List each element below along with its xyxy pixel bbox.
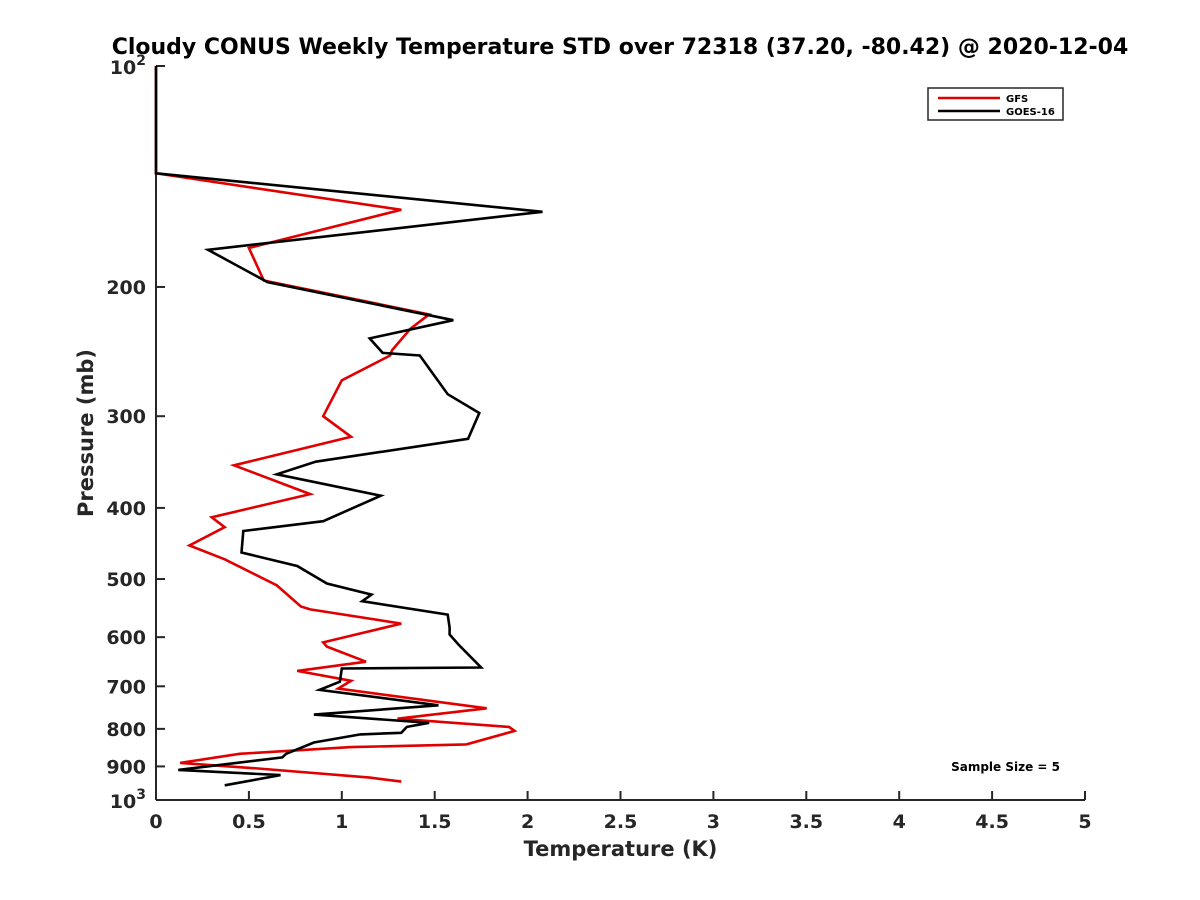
- y-tick-label: 600: [106, 627, 146, 649]
- y-tick-label: 102: [110, 53, 146, 79]
- series-line-goes-16: [154, 66, 543, 787]
- x-tick-label: 3: [707, 811, 720, 833]
- y-tick-label: 300: [106, 406, 146, 428]
- x-tick-label: 1.5: [418, 811, 452, 833]
- y-tick-label: 700: [106, 676, 146, 698]
- legend: GFS GOES-16: [927, 87, 1064, 121]
- y-tick-label: 103: [110, 787, 146, 813]
- x-tick-label: 4: [893, 811, 906, 833]
- y-tick-label: 400: [106, 498, 146, 520]
- legend-label: GFS: [1006, 94, 1028, 105]
- x-tick-label: 4.5: [975, 811, 1009, 833]
- x-tick-label: 2: [521, 811, 534, 833]
- axes: 0 0.5 1 1.5 2 2.5 3 3.5 4 4.5 5 102 200 300 400 500 600 7…: [106, 53, 1091, 833]
- series-line-gfs: [154, 66, 518, 783]
- x-tick-label: 0.5: [232, 811, 266, 833]
- legend-label: GOES-16: [1006, 107, 1055, 118]
- y-tick-label: 500: [106, 569, 146, 591]
- chart-title: Cloudy CONUS Weekly Temperature STD over…: [112, 35, 1129, 60]
- series-lines: [154, 66, 543, 787]
- x-tick-label: 5: [1078, 811, 1091, 833]
- x-tick-label: 3.5: [789, 811, 823, 833]
- y-tick-label: 900: [106, 756, 146, 778]
- x-tick-label: 0: [149, 811, 162, 833]
- y-axis-label: Pressure (mb): [74, 349, 98, 517]
- legend-box: [927, 87, 1064, 121]
- x-tick-label: 2.5: [604, 811, 638, 833]
- x-axis-label: Temperature (K): [524, 837, 718, 861]
- y-tick-label: 200: [106, 277, 146, 299]
- sample-size-annotation: Sample Size = 5: [951, 760, 1060, 774]
- y-tick-label: 800: [106, 719, 146, 741]
- x-tick-label: 1: [335, 811, 348, 833]
